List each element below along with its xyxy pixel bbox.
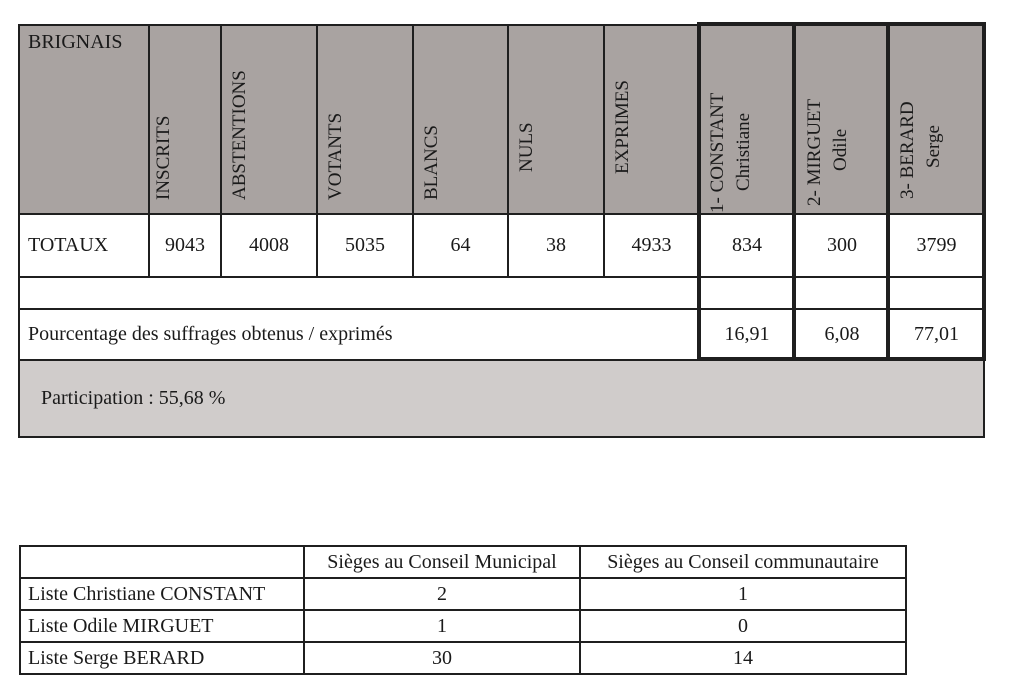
results-table: BRIGNAIS INSCRITS ABSTENTIONS VOTANTS BL…: [18, 22, 986, 438]
candidate-box-border: [792, 22, 796, 361]
percentage-cand3: 77,01: [914, 323, 959, 345]
header-commune-cell: BRIGNAIS: [19, 25, 149, 214]
grid-line: [18, 24, 20, 438]
candidate-box-border: [697, 22, 701, 361]
totals-label: TOTAUX: [28, 234, 109, 256]
header-cand3: 3- BERARD Serge: [897, 101, 944, 199]
header-cand1-line2: Christiane: [733, 113, 754, 191]
seats-communautaire: 1: [579, 577, 907, 611]
grid-line: [316, 24, 318, 278]
header-abstentions-cell: ABSTENTIONS: [221, 25, 317, 214]
seats-row: Liste Odile MIRGUET 1 0: [19, 609, 907, 643]
candidate-box-border: [982, 22, 986, 361]
header-cand1-line1: 1- CONSTANT: [707, 92, 728, 213]
grid-line: [19, 276, 985, 278]
seats-header-municipal: Sièges au Conseil Municipal: [303, 545, 581, 579]
totals-exprimes: 4933: [631, 234, 672, 256]
seats-table: Sièges au Conseil Municipal Sièges au Co…: [19, 545, 907, 675]
participation-cell: Participation : 55,68 %: [19, 360, 984, 437]
seats-header-empty: [19, 545, 305, 579]
grid-line: [19, 359, 985, 361]
grid-line: [19, 436, 985, 438]
percentage-cand1: 16,91: [724, 323, 770, 345]
seats-row: Liste Serge BERARD 30 14: [19, 641, 907, 675]
seats-header-communautaire: Sièges au Conseil communautaire: [579, 545, 907, 579]
header-cand2: 2- MIRGUET Odile: [804, 98, 851, 206]
totals-abstentions: 4008: [249, 234, 289, 256]
totals-cand1: 834: [732, 234, 762, 256]
header-cand2-line2: Odile: [830, 129, 851, 171]
seats-liste: Liste Serge BERARD: [19, 641, 305, 675]
header-cand3-line1: 3- BERARD: [897, 101, 918, 199]
seats-communautaire: 14: [579, 641, 907, 675]
header-abstentions: ABSTENTIONS: [229, 70, 250, 200]
header-exprimes-cell: EXPRIMES: [604, 25, 699, 214]
seats-municipal: 30: [303, 641, 581, 675]
candidate-box-border: [886, 22, 890, 361]
candidate-box-border: [697, 357, 986, 361]
grid-line: [412, 24, 414, 278]
header-cand1-cell: 1- CONSTANT Christiane: [699, 25, 795, 214]
commune-name: BRIGNAIS: [28, 31, 123, 53]
header-votants-cell: VOTANTS: [317, 25, 413, 214]
totals-votants: 5035: [345, 234, 385, 256]
header-votants: VOTANTS: [325, 112, 346, 200]
percentage-cand2: 6,08: [824, 323, 860, 345]
header-cand3-line2: Serge: [923, 125, 944, 168]
totals-nuls: 38: [546, 234, 566, 256]
totals-blancs: 64: [450, 234, 471, 256]
header-blancs-cell: BLANCS: [413, 25, 508, 214]
seats-header-row: Sièges au Conseil Municipal Sièges au Co…: [19, 545, 907, 579]
seats-communautaire: 0: [579, 609, 907, 643]
header-exprimes: EXPRIMES: [612, 80, 633, 174]
header-blancs: BLANCS: [421, 125, 442, 200]
seats-liste: Liste Christiane CONSTANT: [19, 577, 305, 611]
grid-line: [19, 24, 985, 26]
grid-line: [19, 308, 985, 310]
seats-municipal: 1: [303, 609, 581, 643]
seats-municipal: 2: [303, 577, 581, 611]
totals-cand3: 3799: [916, 234, 957, 256]
header-nuls: NULS: [516, 122, 537, 172]
header-cand3-cell: 3- BERARD Serge: [889, 25, 984, 214]
grid-line: [603, 24, 605, 278]
grid-line: [220, 24, 222, 278]
seats-row: Liste Christiane CONSTANT 2 1: [19, 577, 907, 611]
grid-line: [148, 24, 150, 278]
candidate-box-border: [697, 22, 986, 26]
totals-inscrits: 9043: [165, 234, 205, 256]
grid-line: [507, 24, 509, 278]
seats-liste: Liste Odile MIRGUET: [19, 609, 305, 643]
header-inscrits-cell: INSCRITS: [149, 25, 221, 214]
header-cand2-line1: 2- MIRGUET: [804, 98, 825, 206]
header-nuls-cell: NULS: [508, 25, 604, 214]
participation-text: Participation : 55,68 %: [41, 387, 226, 409]
header-cand1: 1- CONSTANT Christiane: [707, 92, 754, 213]
header-inscrits: INSCRITS: [153, 115, 174, 200]
percentage-label: Pourcentage des suffrages obtenus / expr…: [28, 323, 393, 345]
header-cand2-cell: 2- MIRGUET Odile: [795, 25, 889, 214]
totals-cand2: 300: [827, 234, 857, 256]
grid-line: [19, 213, 985, 215]
